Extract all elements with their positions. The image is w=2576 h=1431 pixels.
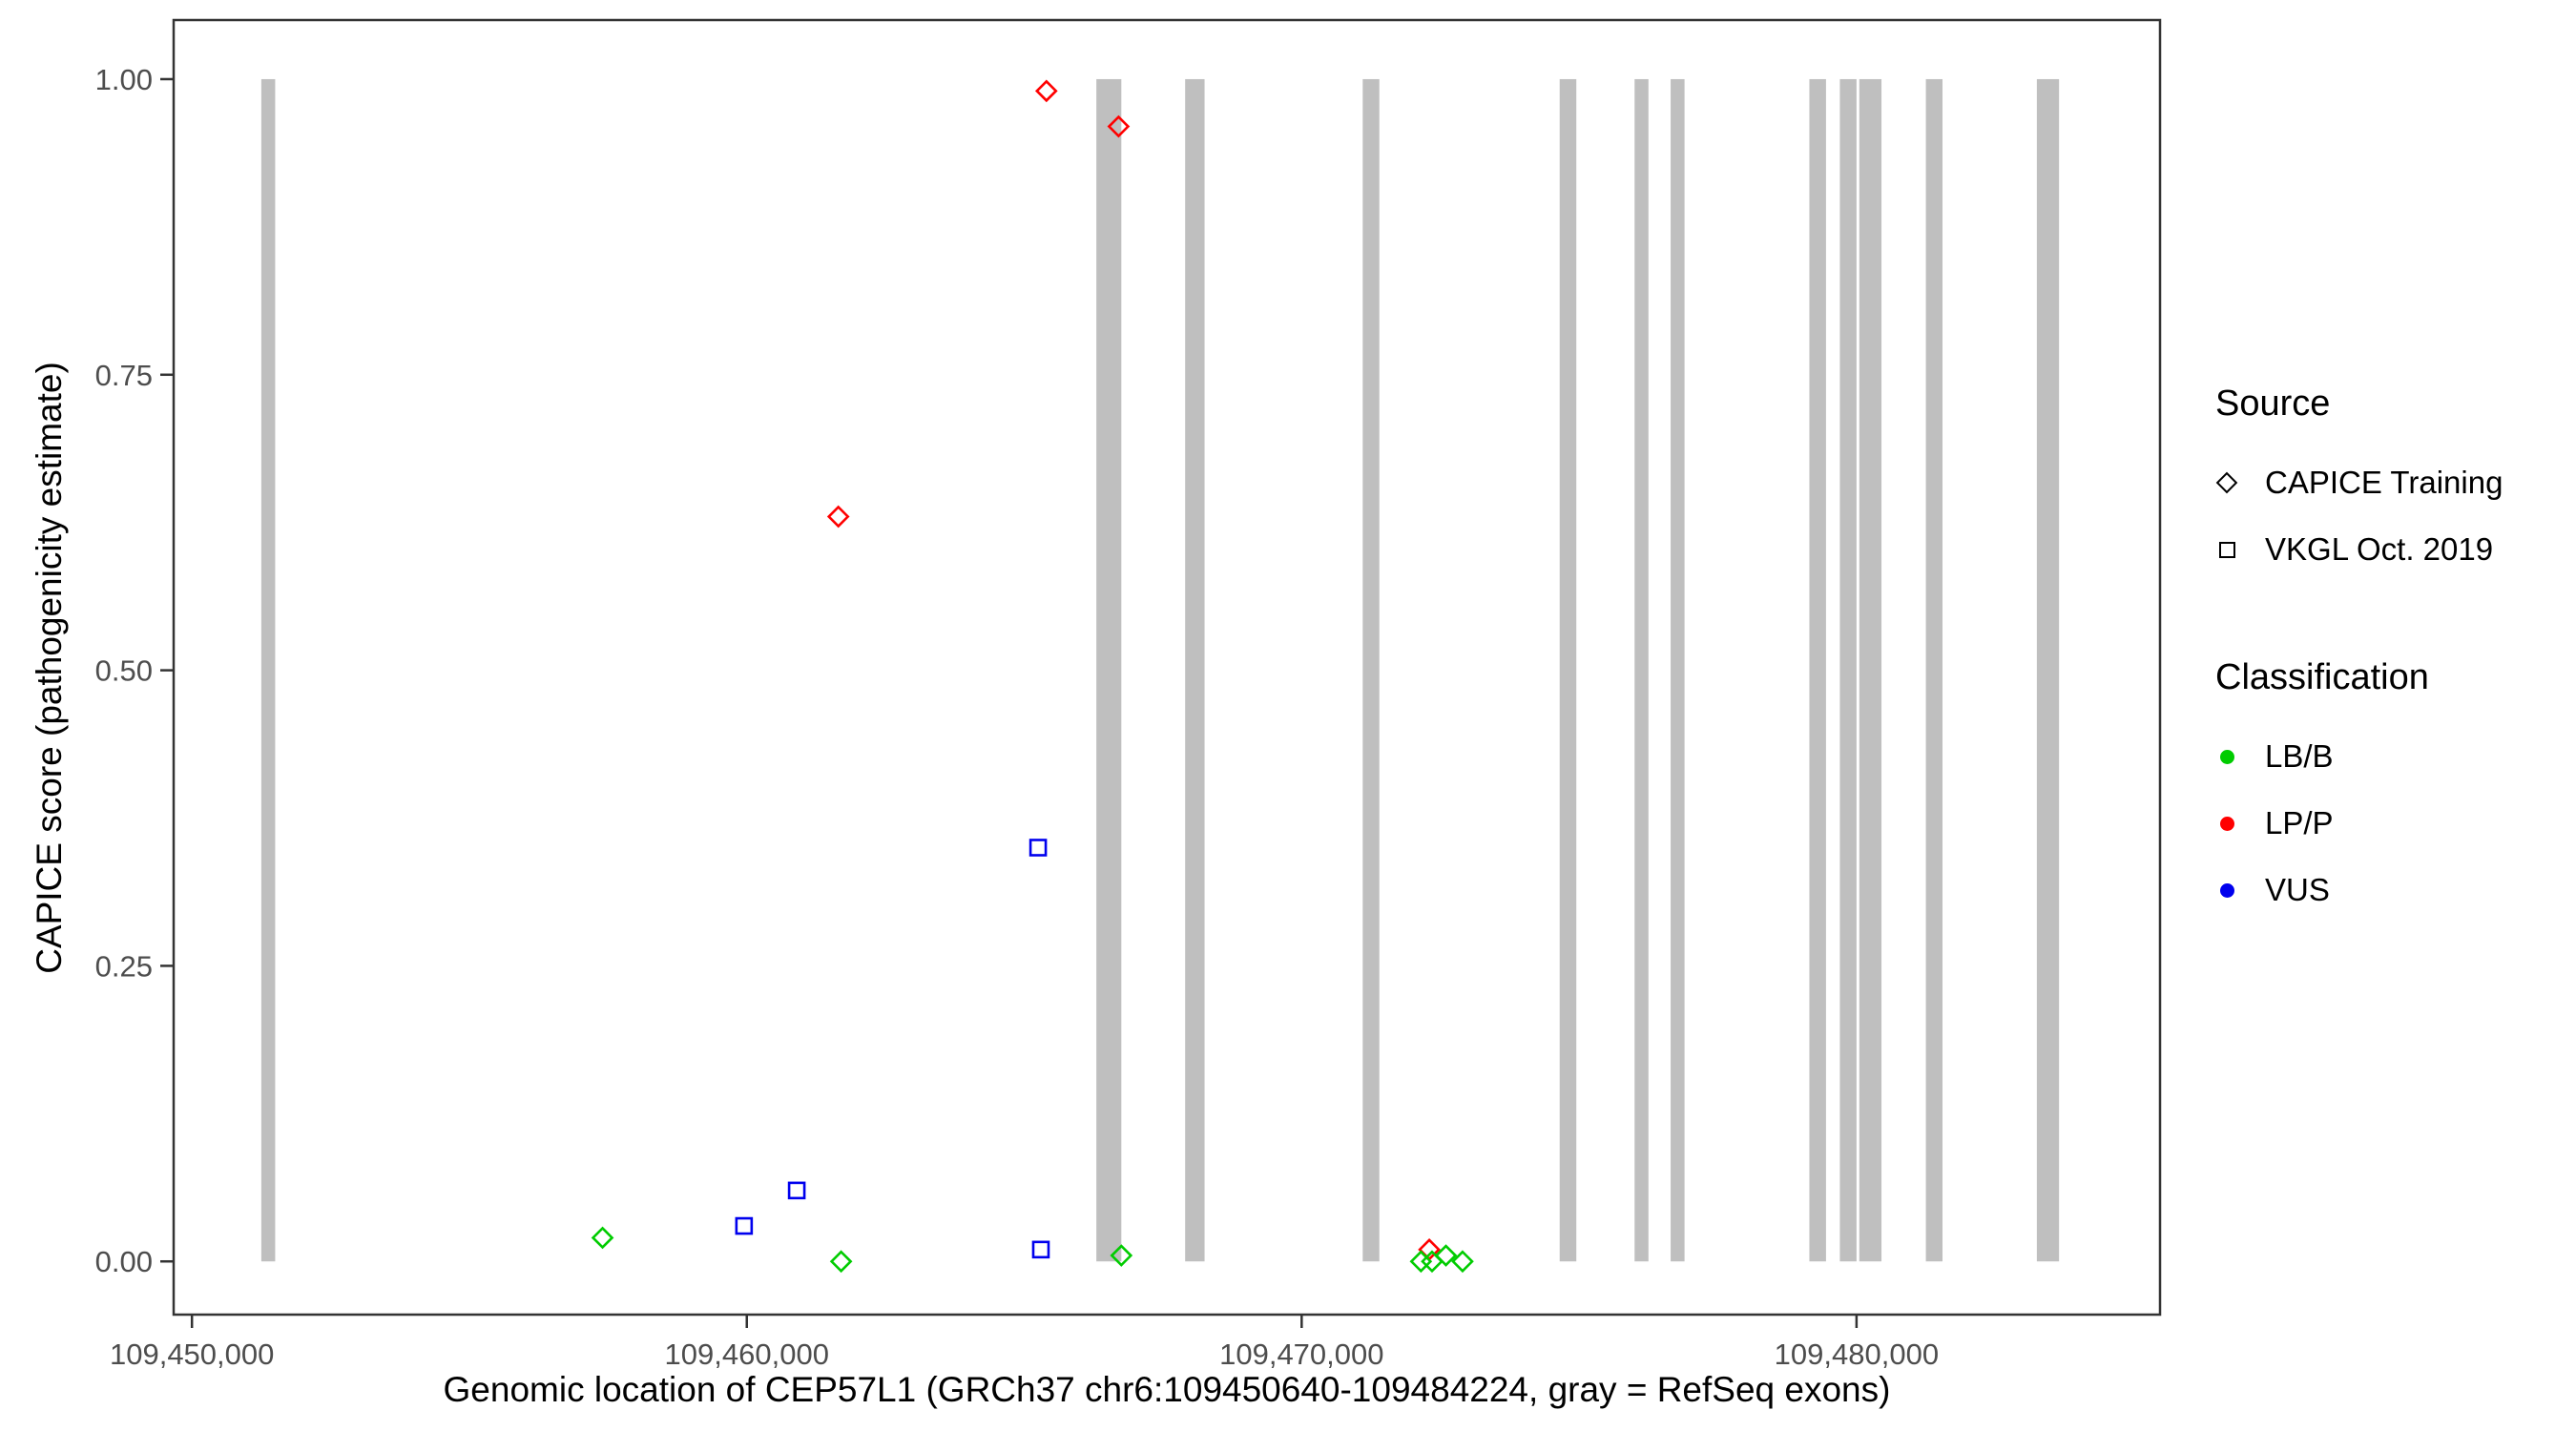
x-axis-title: Genomic location of CEP57L1 (GRCh37 chr6… bbox=[443, 1370, 1891, 1409]
x-tick-label: 109,480,000 bbox=[1775, 1338, 1939, 1371]
y-tick-label: 1.00 bbox=[95, 63, 153, 96]
data-point-diamond bbox=[1451, 1250, 1474, 1274]
data-point-diamond bbox=[1110, 1244, 1133, 1267]
exon-bar bbox=[1096, 78, 1122, 1262]
data-point-square bbox=[735, 1216, 754, 1235]
red-circle-icon bbox=[2219, 816, 2234, 831]
legend: Source CAPICE Training VKGL Oct. 2019 Cl… bbox=[2215, 384, 2503, 923]
exon-bar bbox=[1185, 78, 1205, 1262]
legend-icon-wrap bbox=[2215, 745, 2238, 768]
data-point-diamond bbox=[1107, 114, 1131, 138]
legend-item-vkgl: VKGL Oct. 2019 bbox=[2215, 516, 2503, 583]
legend-item-label: VKGL Oct. 2019 bbox=[2265, 531, 2494, 567]
data-point-square bbox=[787, 1181, 806, 1200]
legend-item-vus: VUS bbox=[2215, 857, 2503, 923]
exon-bar bbox=[1809, 78, 1826, 1262]
data-point-diamond bbox=[826, 505, 850, 529]
legend-item-lbb: LB/B bbox=[2215, 723, 2503, 790]
data-point-diamond bbox=[1434, 1244, 1458, 1267]
legend-icon-wrap bbox=[2215, 879, 2238, 902]
y-axis-title: CAPICE score (pathogenicity estimate) bbox=[30, 362, 69, 974]
data-point-diamond bbox=[829, 1250, 853, 1274]
legend-classification-title: Classification bbox=[2215, 657, 2429, 697]
legend-item-label: LP/P bbox=[2265, 805, 2334, 840]
legend-item-lpp: LP/P bbox=[2215, 790, 2503, 857]
x-tick-label: 109,460,000 bbox=[665, 1338, 829, 1371]
legend-item-label: VUS bbox=[2265, 872, 2330, 907]
exon-bar bbox=[1559, 78, 1577, 1262]
data-point-square bbox=[1031, 1240, 1050, 1259]
exon-bar bbox=[1859, 78, 1882, 1262]
legend-item-label: CAPICE Training bbox=[2265, 465, 2503, 500]
data-point-square bbox=[1028, 839, 1048, 857]
y-tick-label: 0.00 bbox=[95, 1245, 153, 1278]
y-tick-label: 0.50 bbox=[95, 654, 153, 688]
diamond-icon bbox=[2215, 471, 2238, 494]
legend-item-capice-training: CAPICE Training bbox=[2215, 449, 2503, 516]
panel-border bbox=[172, 18, 2162, 1317]
y-tick-label: 0.75 bbox=[95, 359, 153, 392]
square-icon bbox=[2218, 541, 2235, 558]
x-tick-label: 109,470,000 bbox=[1219, 1338, 1383, 1371]
exon-bar bbox=[1925, 78, 1943, 1262]
legend-item-label: LB/B bbox=[2265, 738, 2334, 774]
exon-bar bbox=[1839, 78, 1857, 1262]
legend-classification-block: Classification LB/B LP/P VUS bbox=[2215, 657, 2503, 923]
legend-icon-wrap bbox=[2215, 471, 2238, 494]
exon-bar bbox=[2036, 78, 2060, 1262]
x-tick-label: 109,450,000 bbox=[110, 1338, 274, 1371]
legend-source-block: Source CAPICE Training VKGL Oct. 2019 bbox=[2215, 384, 2503, 583]
exon-bar bbox=[1671, 78, 1685, 1262]
y-tick-label: 0.25 bbox=[95, 949, 153, 983]
legend-icon-wrap bbox=[2215, 812, 2238, 835]
legend-source-title: Source bbox=[2215, 384, 2331, 424]
exon-bar bbox=[1634, 78, 1649, 1262]
legend-icon-wrap bbox=[2215, 538, 2238, 561]
data-point-diamond bbox=[1034, 79, 1058, 103]
exon-bar bbox=[1362, 78, 1380, 1262]
green-circle-icon bbox=[2219, 749, 2234, 764]
blue-circle-icon bbox=[2219, 882, 2234, 898]
exon-bar bbox=[260, 78, 276, 1262]
data-point-diamond bbox=[591, 1226, 614, 1250]
